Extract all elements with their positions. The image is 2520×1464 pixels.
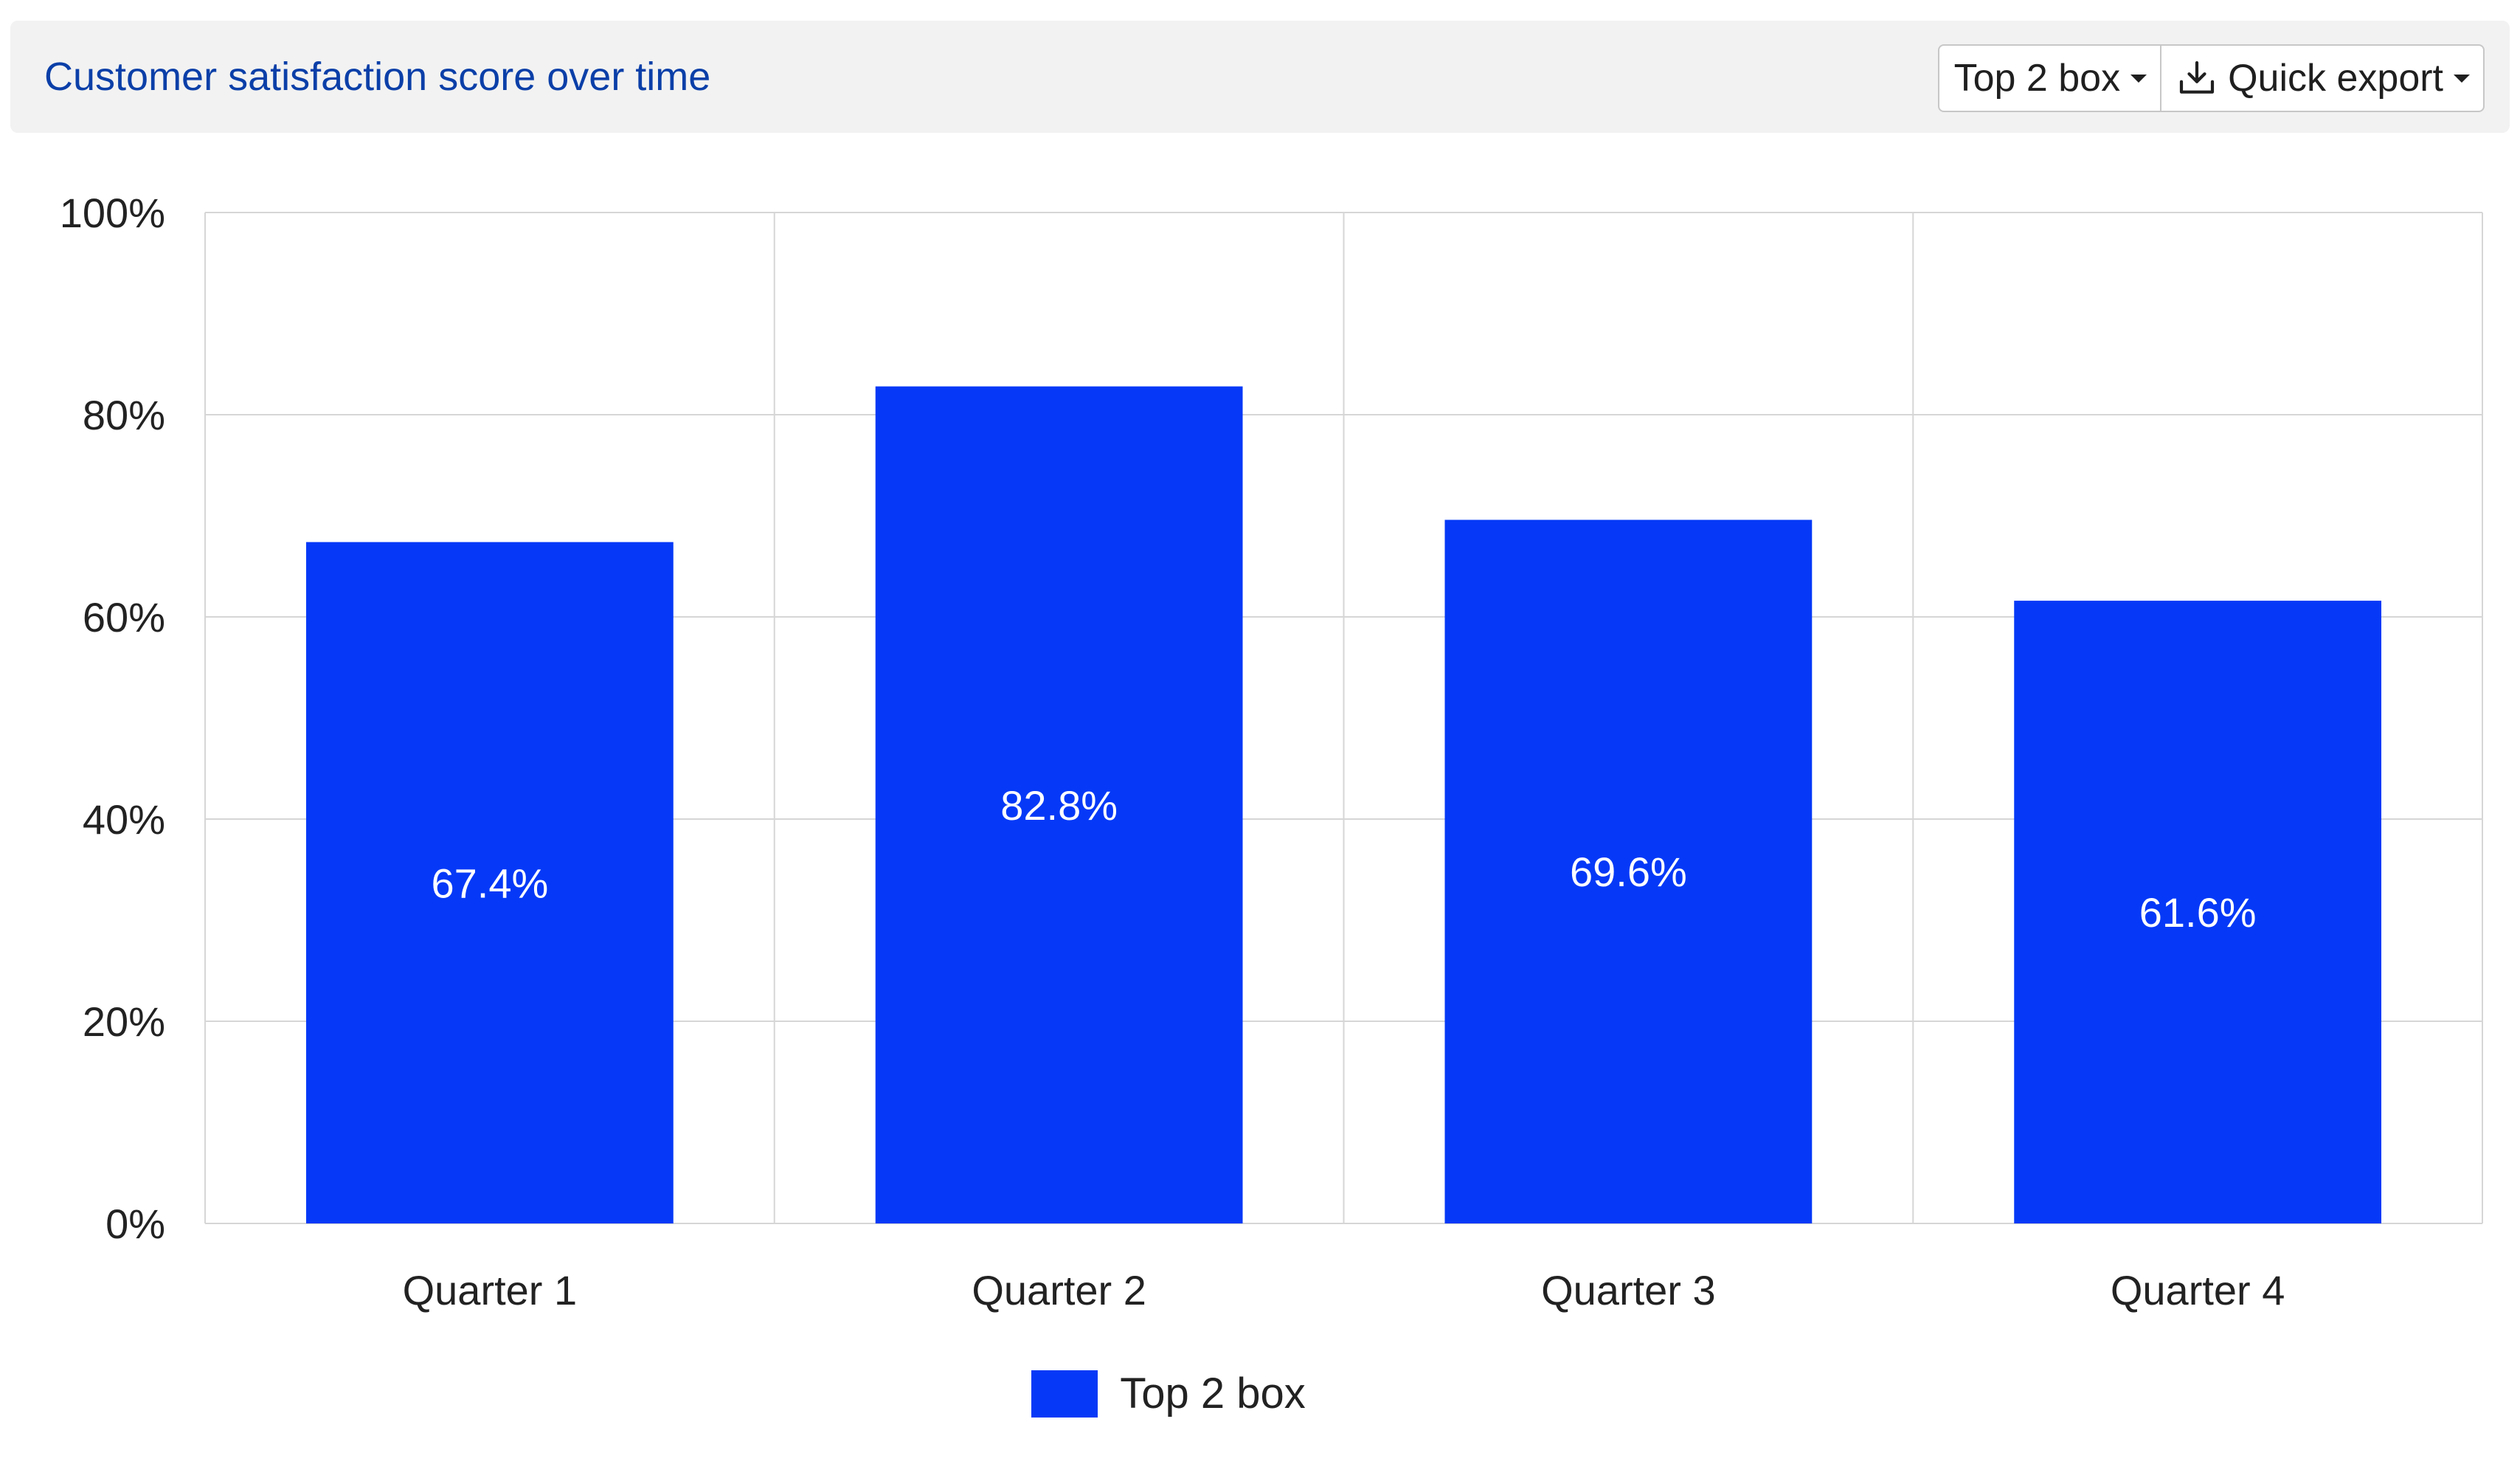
- metric-dropdown-label: Top 2 box: [1953, 57, 2121, 100]
- quick-export-label: Quick export: [2228, 57, 2443, 100]
- legend: Top 2 box: [0, 1369, 2429, 1418]
- download-icon: [2176, 58, 2218, 99]
- bar-value-label: 67.4%: [431, 860, 548, 906]
- y-tick-label: 60%: [83, 594, 165, 640]
- bar-1[interactable]: [305, 542, 674, 1223]
- bar-2[interactable]: [875, 386, 1243, 1223]
- quick-export-button[interactable]: Quick export: [2160, 46, 2483, 111]
- legend-swatch: [1031, 1370, 1098, 1418]
- caret-down-icon: [2454, 74, 2470, 83]
- x-tick-label: Quarter 3: [1541, 1267, 1716, 1313]
- caret-down-icon: [2130, 74, 2147, 83]
- chart-header: Customer satisfaction score over time To…: [10, 21, 2510, 133]
- bar-3[interactable]: [1444, 519, 1813, 1223]
- y-tick-label: 20%: [83, 998, 165, 1045]
- x-tick-label: Quarter 4: [2111, 1267, 2285, 1313]
- labels: 0% 20% 40% 60% 80% 100% 67.4% Quarter 1 82.8% Qua…: [60, 190, 2285, 1313]
- bars: [305, 386, 2382, 1223]
- bar-value-label: 69.6%: [1570, 849, 1687, 895]
- toolbar: Top 2 box Quick export: [1937, 44, 2485, 112]
- x-tick-label: Quarter 2: [972, 1267, 1146, 1313]
- bar-value-label: 61.6%: [2139, 889, 2257, 936]
- bar-4[interactable]: [2014, 601, 2382, 1223]
- bar-value-label: 82.8%: [1000, 782, 1118, 829]
- y-tick-label: 80%: [83, 392, 165, 438]
- y-tick-label: 40%: [83, 796, 165, 843]
- y-tick-label: 0%: [105, 1201, 165, 1247]
- y-tick-label: 100%: [60, 190, 165, 236]
- legend-label: Top 2 box: [1120, 1370, 1306, 1418]
- x-tick-label: Quarter 1: [403, 1267, 578, 1313]
- chart-title: Customer satisfaction score over time: [44, 55, 711, 99]
- metric-dropdown[interactable]: Top 2 box: [1939, 46, 2160, 111]
